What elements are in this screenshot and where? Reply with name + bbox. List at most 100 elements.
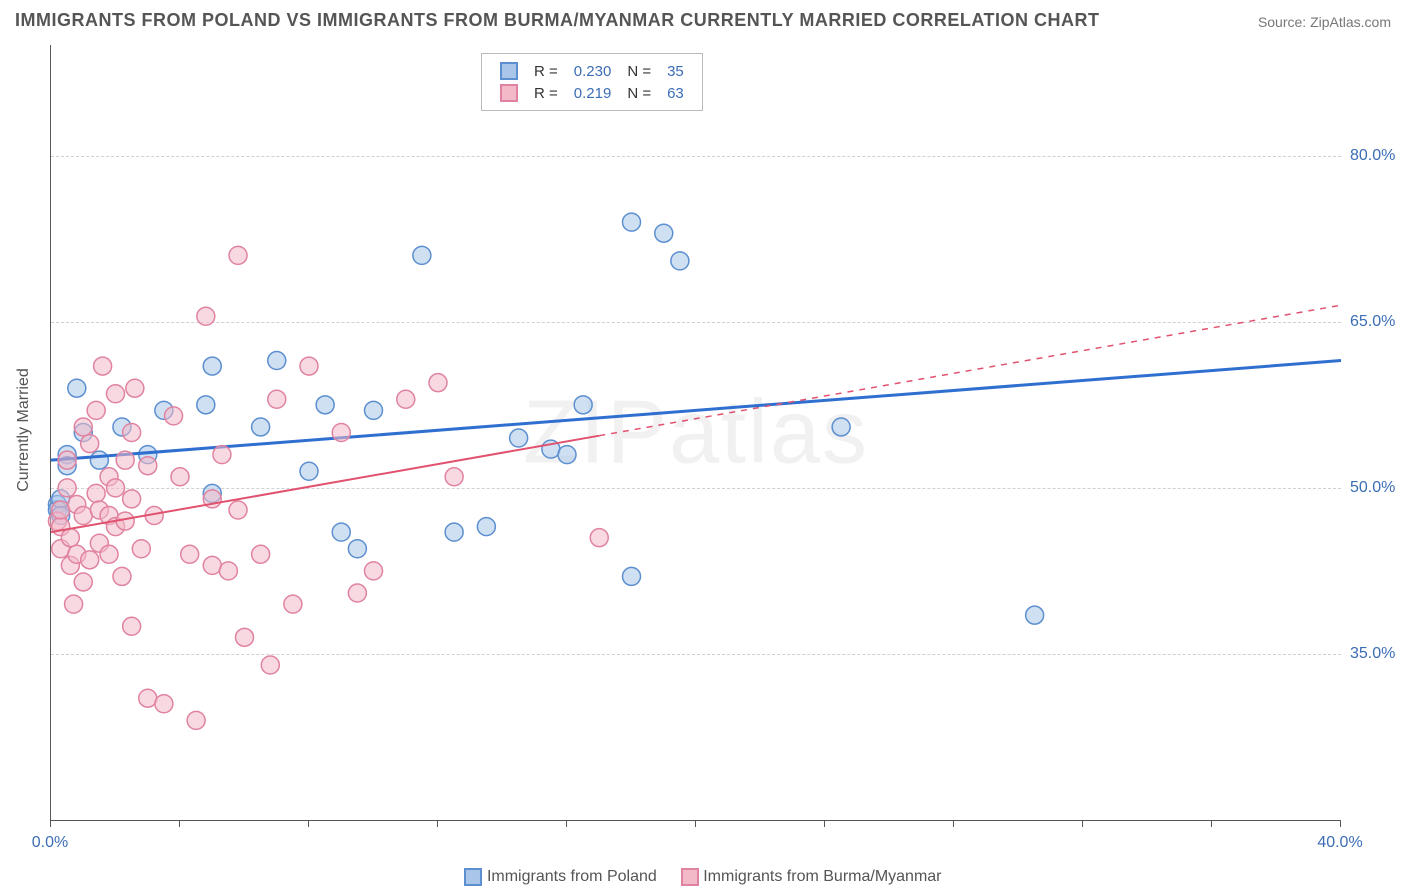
trend-line [51,361,1341,461]
scatter-point [155,695,173,713]
scatter-point [94,357,112,375]
scatter-point [348,540,366,558]
scatter-point [74,418,92,436]
r-label: R = [526,60,566,82]
n-label: N = [619,82,659,104]
scatter-point [268,352,286,370]
scatter-point [268,390,286,408]
scatter-point [574,396,592,414]
legend-item: Immigrants from Poland [464,868,656,886]
scatter-point [397,390,415,408]
scatter-point [510,429,528,447]
scatter-point [58,451,76,469]
scatter-point [413,246,431,264]
chart-container: IMMIGRANTS FROM POLAND VS IMMIGRANTS FRO… [0,0,1406,892]
scatter-point [284,595,302,613]
n-value: 63 [659,82,692,104]
scatter-point [332,523,350,541]
scatter-point [365,401,383,419]
scatter-point [197,307,215,325]
scatter-point [236,628,254,646]
scatter-point [365,562,383,580]
x-tick [308,820,309,827]
scatter-point [126,379,144,397]
legend-item: Immigrants from Burma/Myanmar [681,868,942,886]
trend-line [51,436,599,532]
x-tick-label: 40.0% [1317,834,1362,852]
scatter-point [107,479,125,497]
r-value: 0.230 [566,60,620,82]
scatter-point [229,246,247,264]
y-tick-label: 65.0% [1350,313,1395,331]
scatter-point [65,595,83,613]
scatter-point [123,490,141,508]
scatter-svg [51,45,1341,820]
x-tick [1340,820,1341,827]
plot-area: ZIPatlas R =0.230N =35R =0.219N =63 [50,45,1341,821]
scatter-point [429,374,447,392]
scatter-point [139,689,157,707]
x-tick [437,820,438,827]
scatter-point [229,501,247,519]
x-tick-label: 0.0% [32,834,68,852]
scatter-point [74,573,92,591]
scatter-point [123,424,141,442]
legend-swatch [464,868,482,886]
scatter-point [261,656,279,674]
scatter-point [623,567,641,585]
scatter-point [81,435,99,453]
series-legend: Immigrants from Poland Immigrants from B… [0,868,1406,886]
scatter-point [219,562,237,580]
scatter-point [252,545,270,563]
scatter-point [197,396,215,414]
scatter-point [61,529,79,547]
x-tick [566,820,567,827]
y-tick-label: 35.0% [1350,645,1395,663]
r-label: R = [526,82,566,104]
source-label: Source: ZipAtlas.com [1258,14,1391,30]
scatter-point [132,540,150,558]
y-axis-label: Currently Married [15,368,33,492]
n-value: 35 [659,60,692,82]
y-tick-label: 80.0% [1350,147,1395,165]
scatter-point [348,584,366,602]
scatter-point [203,357,221,375]
r-value: 0.219 [566,82,620,104]
scatter-point [203,556,221,574]
stats-legend: R =0.230N =35R =0.219N =63 [481,53,703,111]
scatter-point [171,468,189,486]
scatter-point [139,457,157,475]
scatter-point [213,446,231,464]
x-tick [1082,820,1083,827]
scatter-point [623,213,641,231]
scatter-point [87,484,105,502]
scatter-point [590,529,608,547]
chart-title: IMMIGRANTS FROM POLAND VS IMMIGRANTS FRO… [15,10,1099,31]
scatter-point [58,479,76,497]
scatter-point [81,551,99,569]
scatter-point [100,545,118,563]
scatter-point [558,446,576,464]
scatter-point [113,567,131,585]
scatter-point [300,462,318,480]
scatter-point [332,424,350,442]
legend-swatch [500,62,518,80]
scatter-point [52,501,70,519]
scatter-point [165,407,183,425]
scatter-point [300,357,318,375]
x-tick [179,820,180,827]
legend-row: R =0.219N =63 [492,82,692,104]
scatter-point [181,545,199,563]
scatter-point [445,468,463,486]
scatter-point [316,396,334,414]
legend-row: R =0.230N =35 [492,60,692,82]
x-tick [824,820,825,827]
y-tick-label: 50.0% [1350,479,1395,497]
scatter-point [252,418,270,436]
legend-swatch [681,868,699,886]
scatter-point [87,401,105,419]
legend-label: Immigrants from Poland [487,868,657,885]
scatter-point [671,252,689,270]
scatter-point [123,617,141,635]
scatter-point [116,451,134,469]
